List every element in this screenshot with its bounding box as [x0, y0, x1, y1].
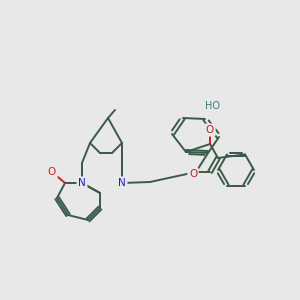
Text: O: O — [48, 167, 56, 177]
Text: HO: HO — [205, 101, 220, 111]
Text: O: O — [206, 125, 214, 135]
Text: N: N — [78, 178, 86, 188]
Text: O: O — [189, 169, 197, 179]
Text: N: N — [118, 178, 126, 188]
